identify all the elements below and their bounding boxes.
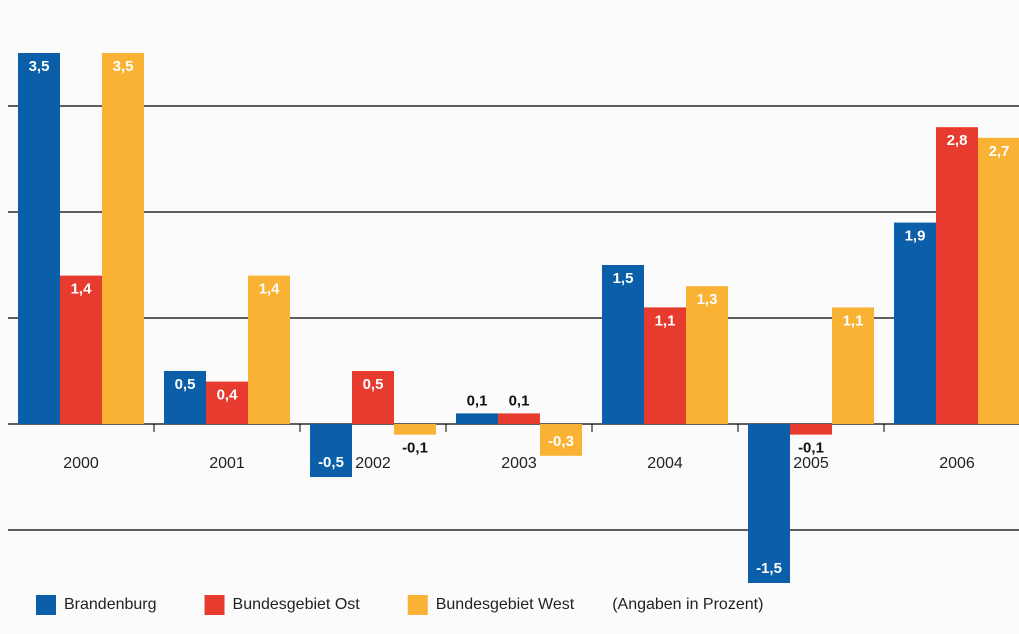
legend-swatch: [204, 595, 225, 615]
value-label: 1,1: [843, 312, 864, 329]
x-tick-label: 2000: [63, 455, 99, 472]
note: (Angaben in Prozent): [612, 596, 763, 613]
value-label: -0,1: [798, 440, 824, 457]
value-label: 0,1: [467, 392, 488, 409]
value-label: 2,8: [947, 132, 968, 149]
x-tick-label: 2006: [939, 455, 975, 472]
value-label: 0,5: [363, 376, 384, 393]
value-label: 1,4: [71, 281, 93, 298]
value-label: 0,5: [175, 376, 196, 393]
bar: [310, 424, 352, 477]
x-tick-label: 2003: [501, 455, 537, 472]
value-label: 3,5: [29, 58, 50, 75]
bar: [164, 371, 206, 424]
bar: [790, 424, 832, 435]
legend-swatch: [36, 595, 56, 615]
bar: [748, 424, 790, 583]
bar: [978, 137, 1019, 425]
bar: [894, 222, 936, 424]
bar: [644, 307, 686, 424]
bar: [102, 53, 144, 424]
bar: [352, 371, 394, 424]
x-tick-label: 2002: [355, 455, 391, 472]
value-label: -0,1: [402, 440, 428, 457]
value-label: 1,1: [655, 312, 676, 329]
bar: [60, 275, 102, 424]
bar: [540, 424, 582, 456]
bar: [206, 381, 248, 424]
bar: [394, 424, 436, 435]
bar: [936, 127, 978, 424]
x-tick-label: 2001: [209, 455, 245, 472]
bar: [456, 413, 498, 424]
value-label: 0,4: [217, 387, 239, 404]
bar: [498, 413, 540, 424]
bar: [18, 53, 60, 424]
value-label: 1,3: [697, 291, 718, 308]
value-label: -0,5: [318, 454, 344, 471]
bar: [602, 265, 644, 424]
bar: [248, 275, 290, 424]
legend-label: Bundesgebiet West: [436, 596, 575, 613]
x-tick-label: 2005: [793, 455, 829, 472]
value-label: 1,4: [259, 281, 281, 298]
value-label: 0,1: [509, 392, 530, 409]
value-label: 2,7: [989, 143, 1010, 160]
bar: [686, 286, 728, 424]
legend-label: Brandenburg: [64, 596, 157, 613]
value-label: 3,5: [113, 58, 134, 75]
value-label: -1,5: [756, 560, 782, 577]
legend-label: Bundesgebiet Ost: [233, 596, 361, 613]
value-label: 1,9: [905, 228, 926, 245]
x-tick-label: 2004: [647, 455, 683, 472]
value-label: 1,5: [613, 270, 634, 287]
value-label: -0,3: [548, 433, 574, 450]
legend-swatch: [407, 595, 428, 615]
bar: [832, 307, 874, 424]
